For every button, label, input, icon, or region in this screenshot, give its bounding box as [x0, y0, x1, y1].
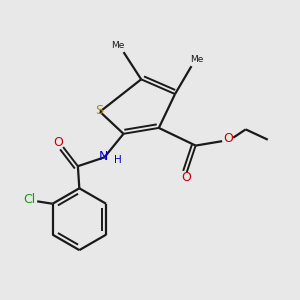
- Text: Me: Me: [190, 55, 203, 64]
- Text: N: N: [99, 150, 109, 163]
- Text: O: O: [224, 132, 234, 145]
- Text: O: O: [181, 172, 191, 184]
- Text: Cl: Cl: [23, 193, 35, 206]
- Text: Me: Me: [112, 41, 125, 50]
- Text: O: O: [53, 136, 63, 149]
- Text: S: S: [95, 104, 104, 117]
- Text: H: H: [114, 155, 122, 165]
